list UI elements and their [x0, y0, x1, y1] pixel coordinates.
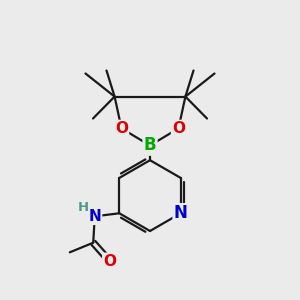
- Text: O: O: [115, 121, 128, 136]
- Text: N: N: [174, 204, 188, 222]
- Text: N: N: [88, 209, 101, 224]
- Text: O: O: [172, 121, 185, 136]
- Text: B: B: [144, 136, 156, 154]
- Text: H: H: [78, 201, 89, 214]
- Text: O: O: [103, 254, 116, 269]
